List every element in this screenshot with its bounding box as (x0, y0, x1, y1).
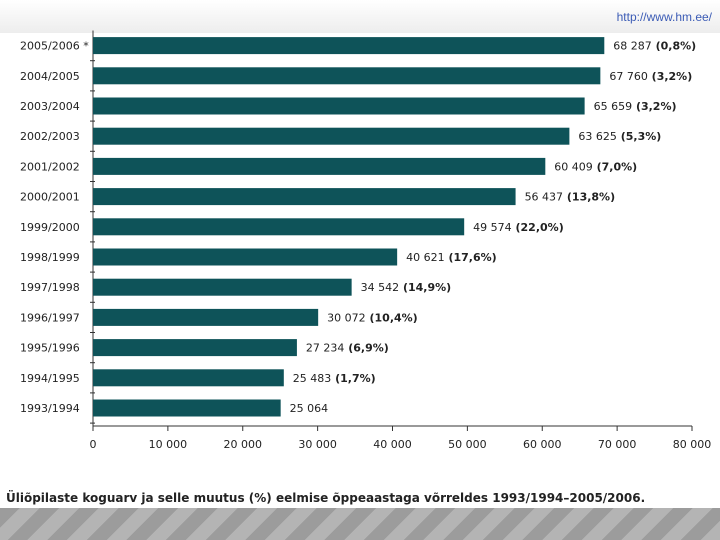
change-percent: (7,0%) (593, 160, 637, 173)
x-tick-label: 40 000 (373, 438, 412, 451)
category-label: 2004/2005 (20, 70, 80, 83)
x-tick-label: 60 000 (523, 438, 562, 451)
category-label: 1999/2000 (20, 221, 80, 234)
category-label: 2001/2002 (20, 160, 80, 173)
change-percent: (13,8%) (563, 191, 615, 204)
change-percent: (1,7%) (331, 372, 375, 385)
category-label: 1997/1998 (20, 281, 80, 294)
change-percent: (0,8%) (652, 40, 696, 53)
x-tick-label: 30 000 (298, 438, 337, 451)
change-percent: (6,9%) (344, 342, 388, 355)
value-number: 65 659 (594, 100, 633, 113)
value-label: 60 409 (7,0%) (554, 160, 637, 173)
bar (93, 97, 585, 115)
category-label: 1994/1995 (20, 372, 80, 385)
category-label: 2002/2003 (20, 130, 80, 143)
value-number: 34 542 (361, 281, 400, 294)
value-number: 25 064 (290, 402, 329, 415)
bottom-bar (0, 508, 720, 540)
x-tick-label: 0 (90, 438, 97, 451)
x-tick-label: 50 000 (448, 438, 487, 451)
value-number: 68 287 (613, 40, 652, 53)
change-percent: (3,2%) (632, 100, 676, 113)
category-label: 2005/2006 * (20, 40, 89, 53)
bar (93, 37, 605, 55)
category-label: 1996/1997 (20, 311, 80, 324)
change-percent: (22,0%) (512, 221, 564, 234)
value-number: 25 483 (293, 372, 332, 385)
value-label: 56 437 (13,8%) (525, 191, 616, 204)
category-label: 1995/1996 (20, 342, 80, 355)
value-number: 56 437 (525, 191, 564, 204)
value-label: 25 483 (1,7%) (293, 372, 376, 385)
chart-caption: Üliõpilaste koguarv ja selle muutus (%) … (6, 491, 646, 505)
top-bar: http://www.hm.ee/ (0, 0, 720, 33)
value-number: 40 621 (406, 251, 445, 264)
bar (93, 67, 601, 85)
bar (93, 127, 570, 145)
bar (93, 399, 281, 417)
category-label: 2003/2004 (20, 100, 80, 113)
source-url[interactable]: http://www.hm.ee/ (616, 10, 712, 24)
value-number: 27 234 (306, 342, 345, 355)
value-label: 67 760 (3,2%) (609, 70, 692, 83)
bar (93, 369, 284, 387)
x-tick-label: 20 000 (224, 438, 263, 451)
bar (93, 157, 546, 175)
x-tick-label: 80 000 (673, 438, 712, 451)
value-label: 27 234 (6,9%) (306, 342, 389, 355)
value-label: 30 072 (10,4%) (327, 311, 418, 324)
value-number: 67 760 (609, 70, 648, 83)
value-label: 65 659 (3,2%) (594, 100, 677, 113)
value-label: 40 621 (17,6%) (406, 251, 497, 264)
value-label: 49 574 (22,0%) (473, 221, 564, 234)
value-label: 34 542 (14,9%) (361, 281, 452, 294)
category-label: 1998/1999 (20, 251, 80, 264)
bar-chart: 0 10 000 20 000 30 000 40 000 50 000 60 000 70 … (20, 30, 712, 451)
value-number: 60 409 (554, 160, 593, 173)
bar (93, 248, 398, 266)
value-number: 30 072 (327, 311, 366, 324)
category-label: 2000/2001 (20, 191, 80, 204)
change-percent: (17,6%) (445, 251, 497, 264)
change-percent: (10,4%) (366, 311, 418, 324)
bar (93, 218, 465, 236)
x-tick-label: 10 000 (149, 438, 188, 451)
value-label: 68 287 (0,8%) (613, 40, 696, 53)
x-tick-label: 70 000 (598, 438, 637, 451)
value-number: 49 574 (473, 221, 512, 234)
category-label: 1993/1994 (20, 402, 80, 415)
value-number: 63 625 (578, 130, 617, 143)
value-label: 63 625 (5,3%) (578, 130, 661, 143)
change-percent: (14,9%) (399, 281, 451, 294)
bar (93, 188, 516, 206)
bar (93, 308, 319, 326)
change-percent: (5,3%) (617, 130, 661, 143)
change-percent: (3,2%) (648, 70, 692, 83)
bar (93, 278, 352, 296)
bar (93, 339, 297, 357)
value-label: 25 064 (290, 402, 329, 415)
